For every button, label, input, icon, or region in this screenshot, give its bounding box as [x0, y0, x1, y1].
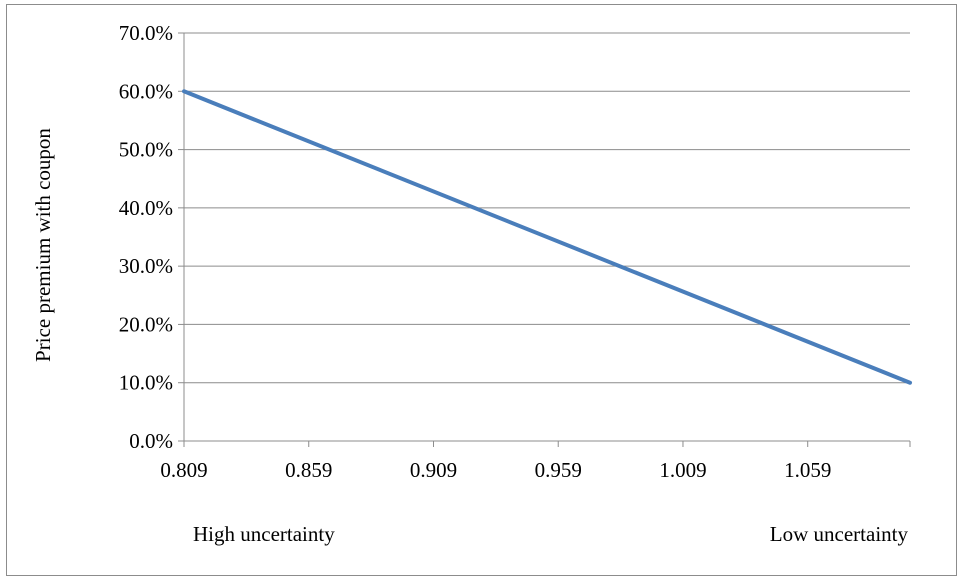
line-chart: 0.0%10.0%20.0%30.0%40.0%50.0%60.0%70.0% …	[31, 21, 912, 546]
x-tick-label-2: 0.909	[410, 458, 457, 482]
x-tick-label-5: 1.059	[784, 458, 831, 482]
series-layer	[182, 89, 912, 385]
x-tick-label-0: 0.809	[160, 458, 207, 482]
chart-frame: 0.0% 10.0% 20.0% 30.0% 40.0% 50.0% 60.0% 70.0% …	[6, 4, 957, 576]
y-tick-label-5: 50.0%	[119, 138, 173, 162]
x-tick-label-4: 1.009	[659, 458, 706, 482]
y-tick-label-3: 30.0%	[119, 254, 173, 278]
x-tick-label-3: 0.959	[535, 458, 582, 482]
y-tick-label-4: 40.0%	[119, 196, 173, 220]
y-tick-label-6: 60.0%	[119, 79, 173, 103]
y-tick-labels: 0.0% 10.0% 20.0% 30.0% 40.0% 50.0% 60.0% 70.0%	[119, 21, 173, 453]
y-tick-label-7: 70.0%	[119, 21, 173, 45]
y-tick-label-2: 20.0%	[119, 312, 173, 336]
x-tick-label-1: 0.859	[285, 458, 332, 482]
series-line-0	[182, 89, 912, 385]
y-axis-title: Price premium with coupon	[31, 128, 55, 362]
x-annotation-low-uncertainty: Low uncertainty	[770, 522, 909, 546]
y-tick-label-1: 10.0%	[119, 371, 173, 395]
y-tick-label-0: 0.0%	[129, 429, 173, 453]
axes	[178, 32, 911, 447]
gridlines	[184, 32, 910, 384]
x-annotation-high-uncertainty: High uncertainty	[193, 522, 335, 546]
x-tick-labels: 0.809 0.859 0.909 0.959 1.009 1.059	[160, 458, 831, 482]
